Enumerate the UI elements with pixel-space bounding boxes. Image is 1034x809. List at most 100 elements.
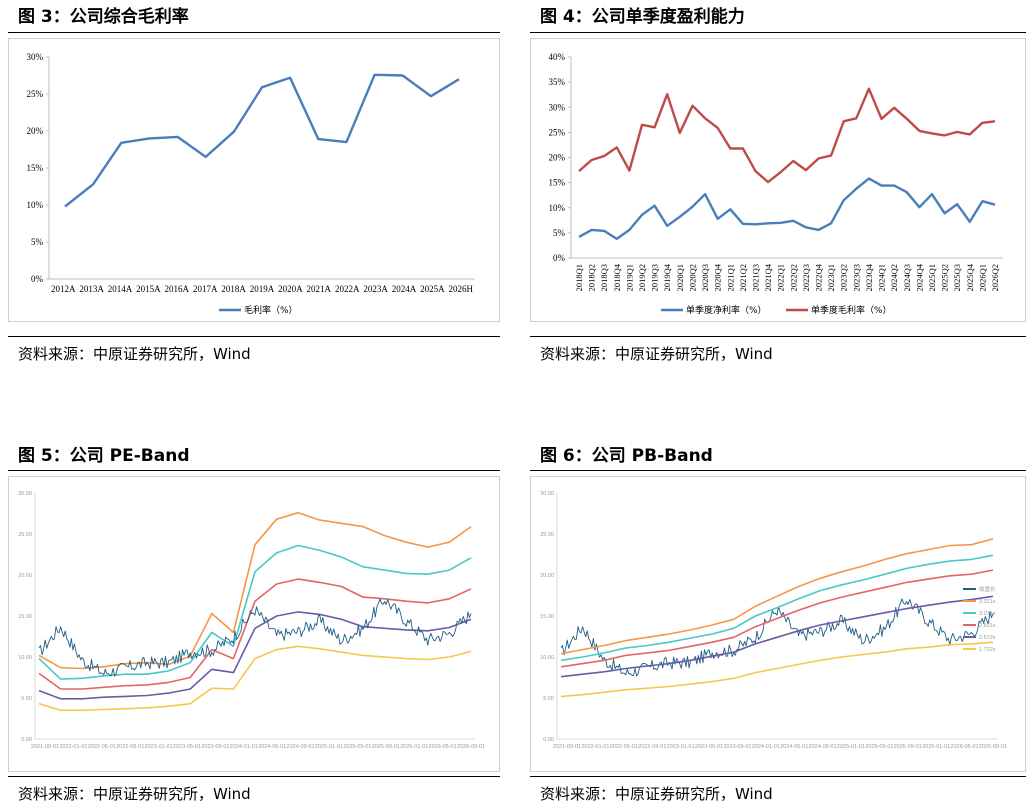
- title-rule: [8, 470, 500, 471]
- x-tick-label: 2023-05-01: [695, 744, 723, 750]
- y-tick-label: 10%: [549, 203, 566, 213]
- x-tick-label: 2025A: [420, 284, 445, 294]
- band-line: [38, 578, 472, 690]
- x-tick-label: 2023-09-01: [723, 744, 751, 750]
- y-tick-label: 30.00: [540, 491, 554, 497]
- x-tick-label: 2022Q2: [788, 264, 798, 291]
- y-tick-label: 25%: [549, 127, 566, 137]
- x-tick-label: 2024-01-01: [230, 744, 258, 750]
- y-tick-label: 25.00: [18, 532, 32, 538]
- y-tick-label: 30%: [27, 52, 44, 62]
- source-note: 资料来源：中原证券研究所，Wind: [18, 345, 251, 363]
- y-tick-label: 10%: [27, 200, 44, 210]
- legend-label: 3.321x: [979, 599, 996, 605]
- band-line: [560, 569, 994, 668]
- band-line: [38, 645, 472, 712]
- x-tick-label: 2024-09-01: [287, 744, 315, 750]
- x-tick-label: 2025Q3: [952, 264, 962, 291]
- x-tick-label: 2019Q1: [624, 264, 634, 291]
- pb-band-chart: 0.00 5.00 10.00 15.00 20.00 25.00 30.00 2021-09…: [540, 491, 1007, 750]
- series-line-net-margin: [578, 177, 996, 241]
- legend-label: 2.821x: [979, 623, 996, 629]
- panel-pb-band: 图 6：公司 PB-Band 0.00 5.00 10.00 15.00 20.00 25…: [530, 440, 1026, 809]
- x-tick-label: 2022-01-01: [581, 744, 609, 750]
- y-tick-label: 25.00: [540, 532, 554, 538]
- x-tick-label: 2021Q2: [738, 264, 748, 291]
- x-tick-label: 2018Q2: [587, 264, 597, 291]
- panel-title: 图 5：公司 PE-Band: [18, 446, 190, 466]
- source-rule: [530, 336, 1026, 337]
- band-line: [560, 538, 994, 655]
- x-tick-label: 2024Q3: [902, 264, 912, 291]
- x-tick-label: 2026-05-01: [951, 744, 979, 750]
- chart-area: 0% 5% 10% 15% 20% 25% 30% 2012A 2013A 2014A 2015A 2…: [8, 38, 500, 322]
- x-tick-label: 2018Q1: [574, 264, 584, 291]
- x-tick-label: 2025-05-01: [343, 744, 371, 750]
- x-tick-label: 2020A: [278, 284, 303, 294]
- x-tick-label: 2018Q3: [599, 264, 609, 291]
- legend-label: 单季度毛利率（%）: [811, 304, 892, 316]
- panel-quarterly-profitability: 图 4：公司单季度盈利能力 0% 5% 10% 15% 20% 25% 30% 35% 40% 2…: [530, 0, 1026, 380]
- x-tick-label: 2021Q4: [763, 263, 773, 291]
- series-line-gross-margin: [578, 87, 996, 184]
- x-tick-label: 2015A: [136, 284, 161, 294]
- x-tick-label: 2023-01-01: [667, 744, 695, 750]
- band-line: [560, 641, 994, 698]
- x-tick-label: 2024-05-01: [258, 744, 286, 750]
- x-tick-label: 2023-09-01: [201, 744, 229, 750]
- y-tick-label: 30.00: [18, 491, 32, 497]
- gross-margin-chart: 0% 5% 10% 15% 20% 25% 30% 2012A 2013A 2014A 2015A 2…: [27, 52, 475, 316]
- x-tick-label: 2013A: [79, 284, 104, 294]
- x-tick-label: 2024Q4: [914, 263, 924, 291]
- x-tick-label: 2016A: [165, 284, 190, 294]
- y-tick-label: 15.00: [540, 614, 554, 620]
- y-tick-label: 40%: [549, 52, 566, 62]
- y-tick-label: 35%: [549, 77, 566, 87]
- band-line: [38, 611, 472, 700]
- x-tick-label: 2021Q3: [750, 264, 760, 291]
- x-tick-label: 2021Q1: [725, 264, 735, 291]
- y-tick-label: 5%: [553, 228, 566, 238]
- x-tick-label: 2026H: [449, 284, 474, 294]
- x-tick-label: 2020Q2: [687, 264, 697, 291]
- quarterly-margin-chart: 0%5%10%15%20%25%30%35%40%2018Q1 2018Q2 201…: [549, 52, 1003, 316]
- legend-label: 3.071x: [979, 611, 996, 617]
- x-tick-label: 2020Q3: [700, 264, 710, 291]
- pe-band-chart: 0.00 5.00 10.00 15.00 20.00 25.00 30.00 2021-09…: [18, 491, 485, 750]
- x-tick-label: 2026Q1: [977, 264, 987, 291]
- x-tick-label: 2023Q4: [864, 263, 874, 291]
- x-tick-label: 2022Q3: [801, 264, 811, 291]
- band-line: [560, 554, 994, 662]
- y-tick-label: 15%: [549, 178, 566, 188]
- price-line: [38, 598, 472, 677]
- y-tick-label: 30%: [549, 102, 566, 112]
- x-tick-label: 2019A: [250, 284, 275, 294]
- title-rule: [530, 470, 1026, 471]
- legend-label: 2.572x: [979, 635, 996, 641]
- band-line: [560, 595, 994, 678]
- y-tick-label: 0%: [31, 274, 44, 284]
- y-tick-label: 0.00: [543, 737, 554, 743]
- x-tick-label: 2020Q1: [675, 264, 685, 291]
- y-tick-label: 10.00: [540, 655, 554, 661]
- x-tick-label: 2024-05-01: [780, 744, 808, 750]
- x-tick-label: 2025-01-01: [315, 744, 343, 750]
- panel-pe-band: 图 5：公司 PE-Band 0.00 5.00 10.00 15.00 20.00 25…: [8, 440, 500, 809]
- x-tick-label: 2024-09-01: [809, 744, 837, 750]
- x-tick-label: 2024Q2: [889, 264, 899, 291]
- x-tick-label: 2021-09-01: [31, 744, 59, 750]
- y-tick-label: 0%: [553, 253, 566, 263]
- x-tick-label: 2018A: [221, 284, 246, 294]
- x-tick-label: 2021A: [307, 284, 332, 294]
- x-tick-label: 2022-01-01: [59, 744, 87, 750]
- x-tick-label: 2025Q2: [940, 264, 950, 291]
- legend-label: 1.722x: [979, 647, 996, 653]
- band-line: [38, 511, 472, 670]
- x-tick-label: 2023Q2: [839, 264, 849, 291]
- panel-gross-margin: 图 3：公司综合毛利率 0% 5% 10% 15% 20% 25% 30% 2012A 2013…: [8, 0, 500, 380]
- y-tick-label: 20%: [27, 126, 44, 136]
- x-tick-label: 2019Q4: [662, 263, 672, 291]
- x-tick-label: 2022-05-01: [88, 744, 116, 750]
- x-tick-label: 2020Q4: [713, 263, 723, 291]
- source-note: 资料来源：中原证券研究所，Wind: [540, 785, 773, 803]
